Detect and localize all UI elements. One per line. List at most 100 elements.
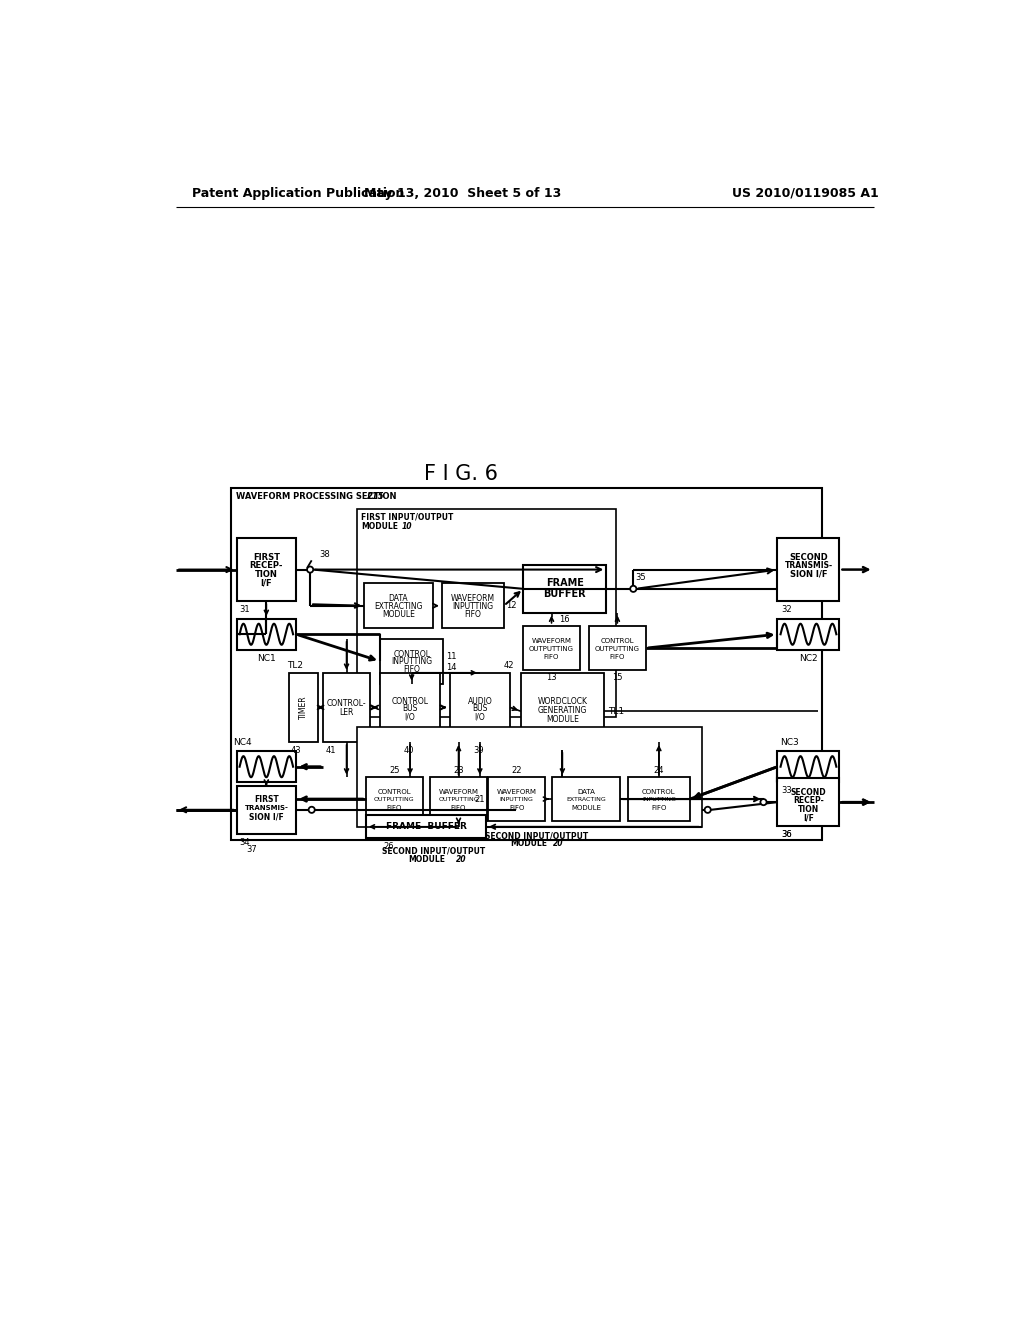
Bar — [366, 777, 423, 821]
Text: 33: 33 — [781, 787, 793, 795]
Text: FIFO: FIFO — [386, 804, 401, 810]
Text: MODULE: MODULE — [546, 715, 579, 725]
Text: FIRST: FIRST — [253, 553, 280, 562]
Text: TL1: TL1 — [607, 706, 624, 715]
Text: 31: 31 — [239, 605, 250, 614]
Text: WAVEFORM: WAVEFORM — [497, 789, 537, 795]
Text: MODULE: MODULE — [361, 521, 398, 531]
Text: TION: TION — [798, 805, 819, 813]
Text: CONTROL: CONTROL — [601, 638, 634, 644]
Text: OUTPUTTING: OUTPUTTING — [595, 645, 640, 652]
Bar — [777, 539, 840, 601]
Text: 14: 14 — [445, 663, 457, 672]
Text: WAVEFORM: WAVEFORM — [438, 789, 478, 795]
Text: INPUTTING: INPUTTING — [391, 657, 432, 667]
Text: MODULE: MODULE — [571, 804, 601, 810]
Bar — [450, 673, 510, 742]
Text: BUS: BUS — [472, 705, 487, 713]
Text: OUTPUTTING: OUTPUTTING — [374, 797, 415, 803]
Text: 32: 32 — [781, 605, 792, 614]
Text: MODULE: MODULE — [382, 610, 415, 619]
Bar — [777, 619, 840, 649]
Text: SECOND INPUT/OUTPUT: SECOND INPUT/OUTPUT — [485, 832, 589, 841]
Bar — [365, 583, 432, 628]
Text: TL2: TL2 — [287, 660, 303, 669]
Circle shape — [761, 799, 767, 805]
Text: SECOND INPUT/OUTPUT: SECOND INPUT/OUTPUT — [383, 847, 485, 855]
Text: F I G. 6: F I G. 6 — [424, 465, 499, 484]
Text: FIFO: FIFO — [609, 653, 625, 660]
Circle shape — [307, 566, 313, 573]
Bar — [356, 508, 616, 717]
Text: 34: 34 — [239, 838, 250, 846]
Text: WORDCLOCK: WORDCLOCK — [538, 697, 588, 706]
Text: INPUTTING: INPUTTING — [453, 602, 494, 611]
Text: 37: 37 — [246, 845, 257, 854]
Text: NC4: NC4 — [233, 738, 252, 747]
Text: 20: 20 — [553, 840, 564, 849]
Text: US 2010/0119085 A1: US 2010/0119085 A1 — [732, 186, 880, 199]
Text: May 13, 2010  Sheet 5 of 13: May 13, 2010 Sheet 5 of 13 — [365, 186, 561, 199]
Text: 42: 42 — [504, 661, 514, 671]
Text: FRAME  BUFFER: FRAME BUFFER — [386, 822, 466, 832]
Text: 26: 26 — [384, 842, 394, 851]
Bar — [442, 583, 504, 628]
Bar — [289, 673, 317, 742]
Text: INPUTTING: INPUTTING — [500, 797, 534, 803]
Bar — [231, 488, 821, 840]
Text: 21: 21 — [474, 795, 484, 804]
Text: 38: 38 — [319, 549, 330, 558]
Text: WAVEFORM PROCESSING SECTION: WAVEFORM PROCESSING SECTION — [236, 492, 396, 500]
Bar — [430, 777, 486, 821]
Bar — [237, 619, 296, 649]
Text: 11: 11 — [445, 652, 457, 661]
Text: 15: 15 — [612, 673, 623, 682]
Text: DATA: DATA — [578, 789, 595, 795]
Bar — [488, 777, 545, 821]
Text: MODULE: MODULE — [511, 840, 548, 849]
Bar — [237, 751, 296, 781]
Bar — [628, 777, 690, 821]
Circle shape — [308, 807, 314, 813]
Text: CONTROL: CONTROL — [393, 649, 430, 659]
Text: 43: 43 — [291, 746, 301, 755]
Text: EXTRACTING: EXTRACTING — [374, 602, 423, 611]
Text: FIFO: FIFO — [465, 610, 481, 619]
Circle shape — [630, 586, 636, 591]
Text: 23: 23 — [454, 766, 464, 775]
Text: TION: TION — [255, 570, 278, 578]
Text: FRAME: FRAME — [546, 578, 584, 589]
Text: 13: 13 — [546, 673, 557, 682]
Text: 25: 25 — [389, 766, 399, 775]
Text: I/O: I/O — [474, 713, 485, 721]
Text: RECEP-: RECEP- — [250, 561, 283, 570]
Text: CONTROL: CONTROL — [391, 697, 429, 706]
Bar — [380, 673, 440, 742]
Bar — [777, 751, 840, 781]
Bar — [356, 726, 701, 826]
Text: SION I/F: SION I/F — [249, 812, 284, 821]
Text: FIFO: FIFO — [651, 804, 667, 810]
Text: 39: 39 — [473, 746, 483, 755]
Bar — [237, 785, 296, 834]
Text: BUS: BUS — [402, 705, 418, 713]
Text: NC2: NC2 — [799, 653, 818, 663]
Text: 10: 10 — [401, 521, 412, 531]
Bar — [589, 626, 646, 671]
Text: 41: 41 — [326, 746, 336, 755]
Text: WAVEFORM: WAVEFORM — [451, 594, 495, 603]
Bar — [552, 777, 621, 821]
Text: 36: 36 — [781, 830, 793, 840]
Text: NC3: NC3 — [779, 738, 799, 747]
Bar — [366, 816, 486, 838]
Text: NC1: NC1 — [257, 653, 275, 663]
Bar — [237, 539, 296, 601]
Text: 35: 35 — [635, 573, 645, 582]
Text: CONTROL-: CONTROL- — [327, 700, 367, 708]
Text: 12: 12 — [506, 602, 517, 610]
Text: SION I/F: SION I/F — [790, 570, 827, 578]
Text: 215: 215 — [367, 492, 384, 500]
Text: I/F: I/F — [803, 813, 814, 822]
Text: FIRST: FIRST — [254, 796, 279, 804]
Text: 36: 36 — [781, 830, 793, 840]
